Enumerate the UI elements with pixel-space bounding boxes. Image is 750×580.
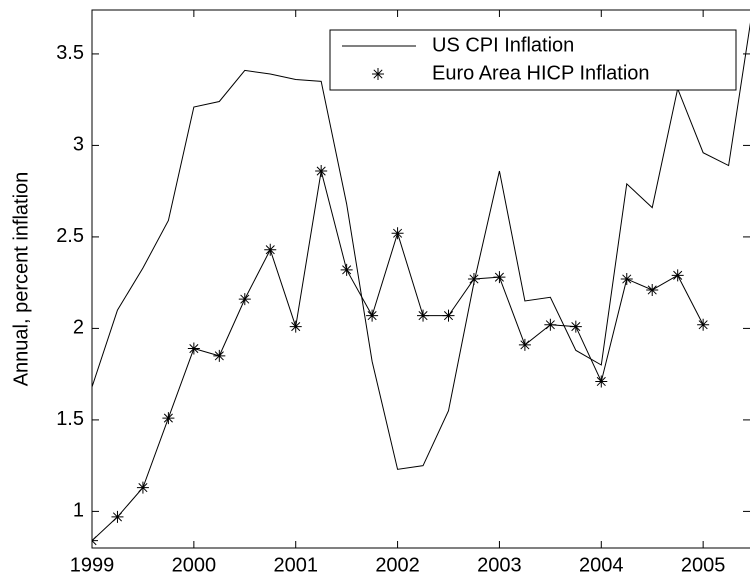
marker [187,342,200,355]
x-tick-label: 2000 [172,554,217,576]
series-line [92,22,750,470]
plot-area [92,22,750,547]
marker [467,273,480,285]
marker [442,309,455,322]
x-tick-label: 2005 [681,554,726,576]
y-axis-label: Annual, percent inflation [10,172,32,387]
marker [620,273,633,285]
marker [315,165,328,178]
marker [697,318,710,331]
y-tick-label: 1 [73,500,84,522]
marker [238,293,251,306]
marker [111,510,124,523]
marker [493,271,506,284]
marker [264,243,277,256]
marker [289,320,302,333]
x-tick-label: 1999 [70,554,115,576]
marker [518,338,531,351]
legend-marker [372,68,384,80]
marker [340,263,353,276]
y-tick-label: 3.5 [56,42,84,64]
marker [646,283,659,296]
y-tick-label: 1.5 [56,408,84,430]
marker [544,318,557,331]
legend-label: Euro Area HICP Inflation [432,62,650,84]
marker [213,349,226,362]
marker [569,320,582,333]
marker [366,309,379,322]
marker [162,412,175,425]
legend-box [329,29,737,91]
x-tick-label: 2004 [579,554,624,576]
x-tick-label: 2002 [375,554,420,576]
y-tick-label: 2.5 [56,225,84,247]
marker [671,269,684,282]
x-tick-label: 2001 [273,554,318,576]
x-tick-label: 2003 [477,554,522,576]
marker [391,227,404,240]
y-tick-label: 2 [73,317,84,339]
marker [136,481,149,494]
legend-label: US CPI Inflation [432,34,574,56]
y-tick-label: 3 [73,134,84,156]
marker [417,309,430,322]
plot-frame [91,9,750,549]
marker [595,375,608,388]
legend: US CPI Inflation Euro Area HICP Inflation [329,29,737,91]
